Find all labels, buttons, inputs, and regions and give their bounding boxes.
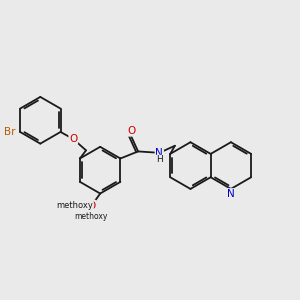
Text: H: H	[156, 155, 163, 164]
Text: N: N	[227, 189, 235, 199]
Text: methoxy: methoxy	[56, 201, 93, 210]
Text: O: O	[88, 201, 96, 211]
Text: Br: Br	[4, 127, 16, 137]
Text: N: N	[155, 148, 163, 158]
Text: O: O	[69, 134, 77, 144]
Text: methoxy: methoxy	[74, 212, 108, 221]
Text: O: O	[127, 126, 135, 136]
